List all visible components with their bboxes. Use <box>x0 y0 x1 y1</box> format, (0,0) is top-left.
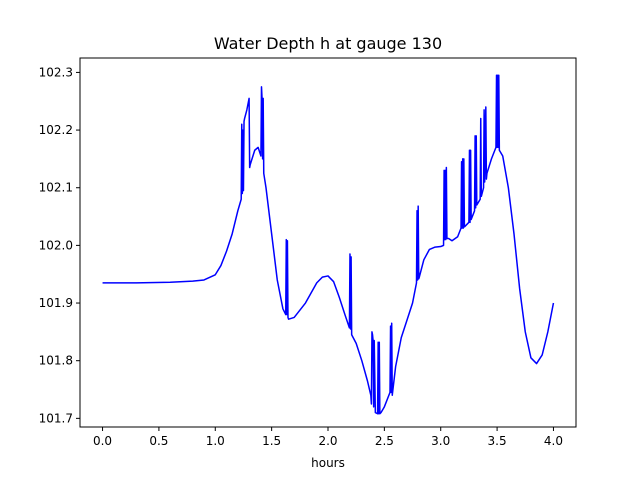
plot-area <box>102 74 555 415</box>
x-tick-label: 1.0 <box>206 434 225 448</box>
x-tick-label: 0.5 <box>149 434 168 448</box>
x-tick-label: 3.5 <box>488 434 507 448</box>
x-axis: 0.0 0.5 1.0 1.5 2.0 2.5 3.0 3.5 4.0 <box>93 427 563 448</box>
x-tick-label: 2.0 <box>318 434 337 448</box>
x-axis-label: hours <box>311 456 345 470</box>
chart-title: Water Depth h at gauge 130 <box>214 34 442 53</box>
y-tick-label: 101.9 <box>39 296 73 310</box>
x-tick-label: 1.5 <box>262 434 281 448</box>
y-tick-label: 101.7 <box>39 411 73 425</box>
y-tick-label: 102.1 <box>39 181 73 195</box>
y-tick-label: 102.0 <box>39 238 73 252</box>
series-line <box>102 74 555 415</box>
y-tick-label: 102.2 <box>39 123 73 137</box>
x-tick-label: 3.0 <box>431 434 450 448</box>
axes-frame <box>79 57 577 428</box>
x-tick-label: 2.5 <box>375 434 394 448</box>
y-tick-label: 101.8 <box>39 354 73 368</box>
x-tick-label: 0.0 <box>93 434 112 448</box>
y-axis: 101.7 101.8 101.9 102.0 102.1 102.2 102.3 <box>39 65 80 425</box>
y-tick-label: 102.3 <box>39 65 73 79</box>
x-tick-label: 4.0 <box>544 434 563 448</box>
